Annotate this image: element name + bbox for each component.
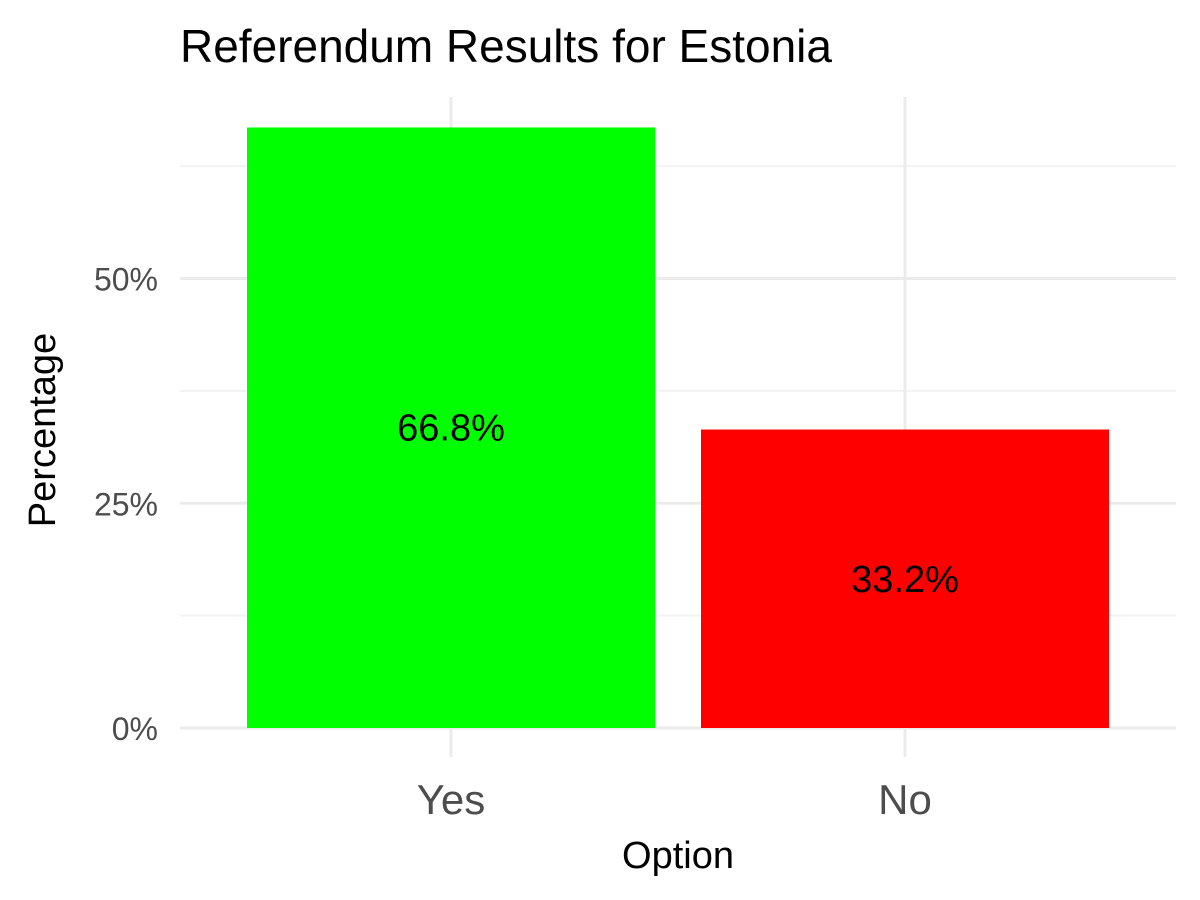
y-axis-ticks: 0% 25% 50% [94,262,158,748]
bars [247,127,1109,728]
bar-value-labels: 66.8% 33.2% [397,408,959,601]
x-tick-label-yes: Yes [417,776,486,823]
bar-yes [247,127,655,728]
x-axis-title: Option [622,835,734,877]
bar-no [701,429,1109,728]
bar-value-label-no: 33.2% [851,559,959,601]
chart-title: Referendum Results for Estonia [180,20,832,72]
bar-value-label-yes: 66.8% [397,408,505,450]
y-axis-title: Percentage [22,333,64,527]
x-tick-label-no: No [878,776,932,823]
y-tick-label: 0% [112,711,158,747]
y-tick-label: 25% [94,486,158,522]
y-tick-label: 50% [94,262,158,298]
x-axis-ticks: Yes No [417,776,932,823]
